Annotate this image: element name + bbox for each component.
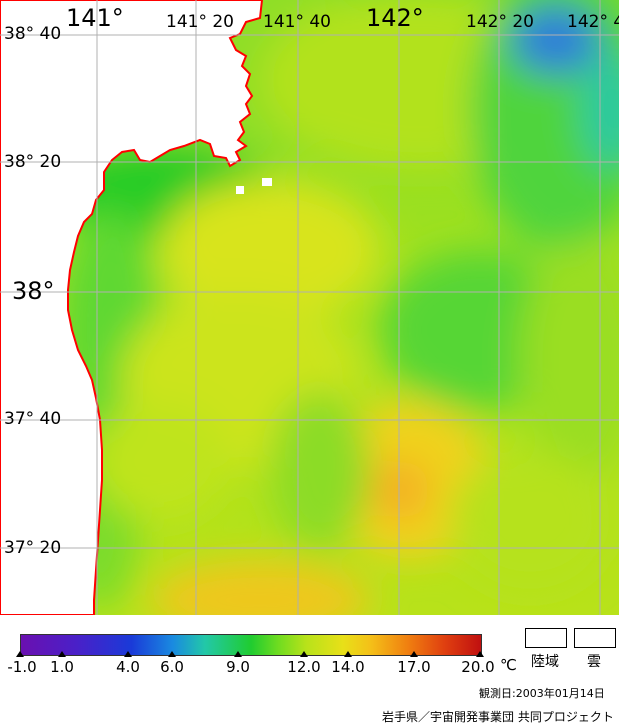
lat-label-37-40: 37° 40 [4,409,62,429]
map-canvas [0,0,619,615]
legend-tick-label: 14.0 [331,658,365,676]
legend-tick-label: 1.0 [50,658,74,676]
legend-tick-mark [16,651,24,657]
legend-tick-label: 12.0 [287,658,321,676]
lon-label-142-20: 142° 20 [466,12,534,32]
cloud-patch [236,186,244,194]
temperature-color-scale [20,634,482,656]
cloud-key-swatch [574,628,616,648]
lat-label-38: 38° [12,277,55,305]
lat-label-38-20: 38° 20 [4,152,62,172]
legend-tick-mark [410,651,418,657]
sea-surface-temperature-map[interactable] [0,0,619,615]
legend-tick-label: 6.0 [160,658,184,676]
observation-date: 観測日:2003年01月14日 [479,687,605,700]
land-key-swatch [525,628,567,648]
legend-tick-label: 9.0 [226,658,250,676]
legend-tick-mark [234,651,242,657]
legend-tick-mark [124,651,132,657]
land-area [0,0,264,615]
legend-tick-mark [168,651,176,657]
lon-label-141: 141° [66,4,124,32]
legend-tick-label: 17.0 [397,658,431,676]
legend-tick-mark [300,651,308,657]
legend-tick-mark [476,651,484,657]
lon-label-141-20: 141° 20 [166,12,234,32]
legend-unit: ℃ [500,656,517,674]
legend-tick-label: 4.0 [116,658,140,676]
lon-label-141-40: 141° 40 [263,12,331,32]
graticule [0,0,619,615]
lon-label-142-40: 142° 40 [567,12,619,32]
lat-label-38-40: 38° 40 [4,24,62,44]
land-key-label: 陸域 [531,654,559,670]
credit-text: 岩手県／宇宙開発事業団 共同プロジェクト [382,710,614,724]
legend-tick-label: 20.0 [461,658,495,676]
legend-tick-mark [344,651,352,657]
cloud-key-label: 雲 [587,654,601,670]
lon-label-142: 142° [366,4,424,32]
legend-tick-label: -1.0 [7,658,37,676]
temperature-field [30,0,619,615]
legend-tick-mark [58,651,66,657]
cloud-patch [262,178,272,186]
lat-label-37-20: 37° 20 [4,538,62,558]
